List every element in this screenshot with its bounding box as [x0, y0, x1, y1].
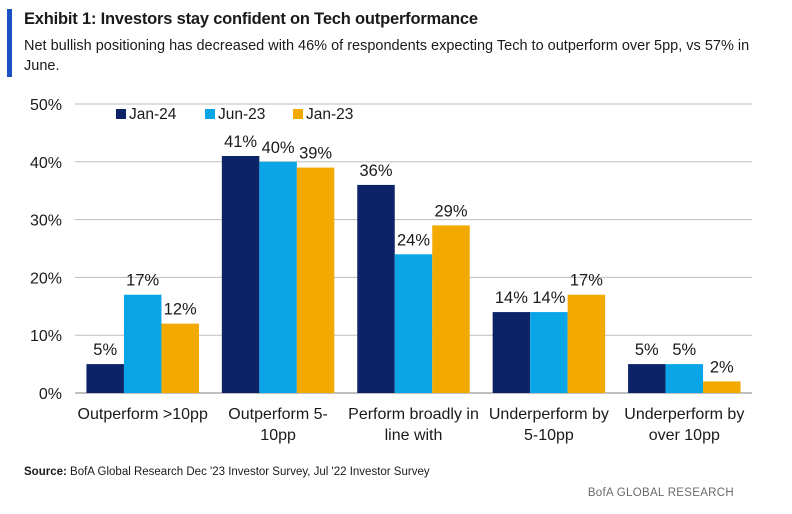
bar-jan-24	[628, 364, 666, 393]
exhibit-title: Exhibit 1: Investors stay confident on T…	[24, 10, 478, 28]
bar-jun-23	[530, 312, 568, 393]
data-label: 5%	[635, 341, 659, 359]
data-label: 14%	[532, 289, 565, 307]
exhibit-subtitle: Net bullish positioning has decreased wi…	[24, 38, 750, 74]
source-label: Source:	[24, 466, 67, 478]
y-tick-label: 50%	[30, 97, 62, 114]
data-label: 5%	[93, 341, 117, 359]
bar-jan-24	[86, 364, 124, 393]
bar-jan-24	[221, 156, 260, 393]
y-tick-label: 40%	[30, 155, 62, 172]
category-label: Perform broadly in	[348, 406, 479, 423]
legend-label: Jan-23	[306, 106, 353, 123]
legend-label: Jun-23	[218, 106, 265, 123]
category-label: Outperform 5-	[228, 406, 328, 423]
legend-swatch-jan-24	[116, 109, 126, 119]
category-label: line with	[385, 427, 443, 444]
legend-swatch-jun-23	[205, 109, 215, 119]
data-label: 14%	[495, 289, 528, 307]
bar-jan-23	[703, 381, 741, 393]
bar-jan-23	[567, 294, 606, 393]
y-tick-label: 0%	[39, 386, 62, 403]
bar-jan-23	[432, 225, 470, 393]
bar-jun-23	[123, 294, 162, 393]
bar-jun-23	[394, 254, 433, 393]
y-tick-label: 30%	[30, 213, 62, 230]
bar-jan-24	[492, 312, 531, 393]
source-note: Source: BofA Global Research Dec '23 Inv…	[24, 466, 430, 478]
data-label: 39%	[299, 145, 332, 163]
category-label: Underperform by	[489, 406, 609, 423]
data-label: 29%	[434, 202, 467, 220]
data-label: 24%	[397, 231, 430, 249]
category-label: over 10pp	[649, 427, 720, 444]
category-label: Underperform by	[624, 406, 744, 423]
title-accent-bar	[7, 9, 12, 77]
category-label: Outperform >10pp	[78, 406, 208, 423]
category-label: 5-10pp	[524, 427, 574, 444]
data-label: 17%	[570, 272, 603, 290]
bar-jun-23	[259, 161, 297, 393]
data-label: 36%	[359, 162, 392, 180]
y-tick-label: 10%	[30, 328, 62, 345]
legend-label: Jan-24	[129, 106, 177, 123]
y-tick-label: 20%	[30, 270, 62, 287]
data-label: 12%	[164, 301, 197, 319]
data-label: 5%	[672, 341, 696, 359]
bar-jun-23	[665, 364, 704, 393]
source-text: BofA Global Research Dec '23 Investor Su…	[70, 466, 430, 478]
bar-jan-23	[296, 167, 335, 393]
data-label: 41%	[224, 133, 257, 151]
bar-jan-24	[357, 184, 395, 393]
category-label: 10pp	[260, 427, 296, 444]
data-label: 40%	[262, 139, 295, 157]
data-label: 2%	[710, 358, 734, 376]
data-label: 17%	[126, 272, 159, 290]
bar-jan-23	[161, 323, 199, 393]
brand-footer: BofA GLOBAL RESEARCH	[587, 487, 734, 499]
legend-swatch-jan-23	[293, 109, 303, 119]
